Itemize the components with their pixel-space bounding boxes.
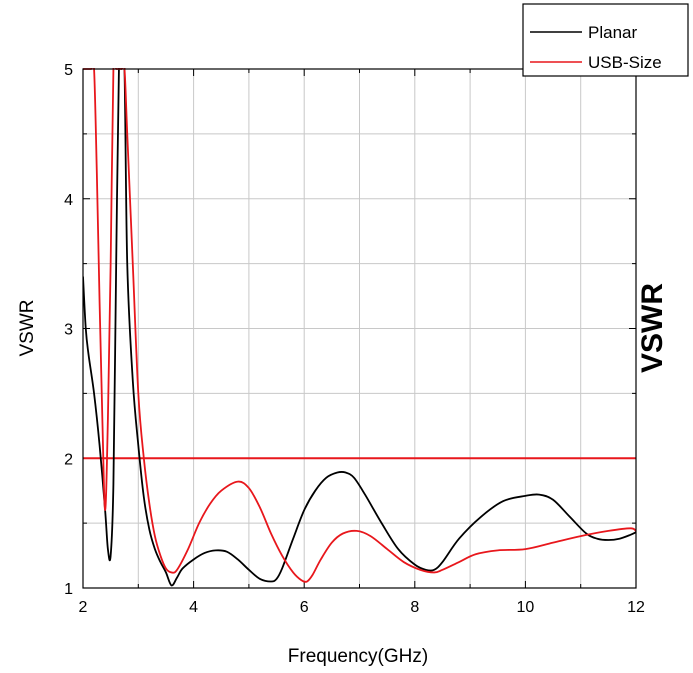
x-axis-title: Frequency(GHz) [288, 646, 428, 667]
y-tick-label: 1 [64, 581, 73, 598]
y-axis-title: VSWR [17, 300, 38, 357]
plot-frame [82, 68, 637, 589]
x-tick-label: 10 [517, 599, 535, 616]
x-tick-label: 8 [410, 599, 419, 616]
legend: Planar USB-Size [522, 3, 689, 77]
series-lines [83, 68, 636, 587]
x-tick-label: 12 [627, 599, 645, 616]
x-tick-label: 4 [189, 599, 198, 616]
y-tick-label: 3 [64, 322, 73, 339]
grid-lines [83, 69, 636, 588]
legend-label-planar: Planar [588, 23, 637, 42]
y-tick-label: 4 [64, 192, 73, 209]
y-tick-label: 2 [64, 451, 73, 468]
series-line-usb-size [83, 68, 636, 583]
legend-label-usb-size: USB-Size [588, 53, 662, 72]
legend-box [522, 3, 689, 77]
y-axis-title-right: VSWR [636, 283, 669, 373]
x-tick-label: 6 [300, 599, 309, 616]
y-tick-label: 5 [64, 62, 73, 79]
series-line-planar [83, 68, 636, 587]
x-tick-label: 2 [79, 599, 88, 616]
